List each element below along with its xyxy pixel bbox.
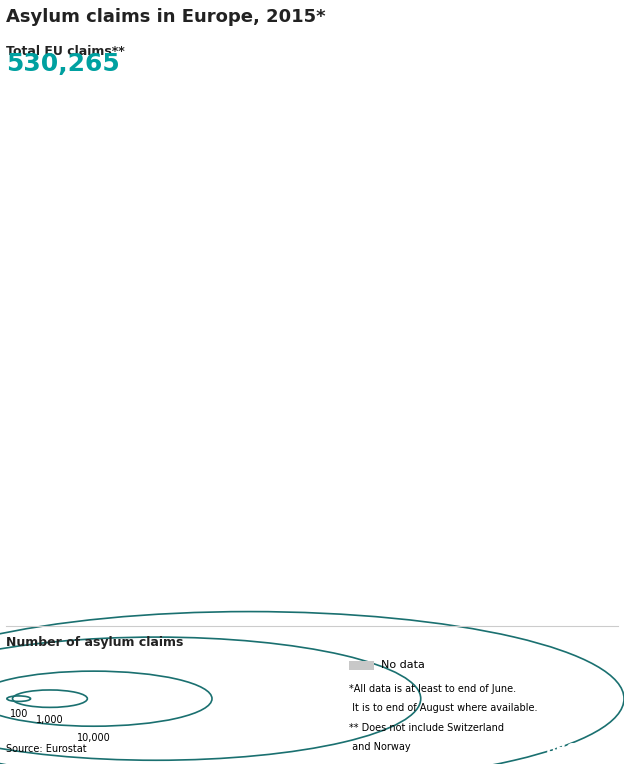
Text: Total EU claims**: Total EU claims** [6, 45, 125, 59]
Text: Source: Eurostat: Source: Eurostat [6, 743, 87, 754]
Text: 10,000: 10,000 [77, 733, 110, 743]
Text: It is to end of August where available.: It is to end of August where available. [349, 703, 538, 713]
Text: *All data is at least to end of June.: *All data is at least to end of June. [349, 685, 517, 694]
Text: Asylum claims in Europe, 2015*: Asylum claims in Europe, 2015* [6, 8, 326, 26]
Text: ** Does not include Switzerland: ** Does not include Switzerland [349, 724, 504, 733]
Text: 530,265: 530,265 [6, 53, 120, 76]
Bar [349, 661, 374, 669]
Text: Number of asylum claims: Number of asylum claims [6, 636, 183, 649]
Text: No data: No data [381, 660, 424, 670]
Text: 1,000: 1,000 [36, 714, 64, 724]
Text: and Norway: and Norway [349, 743, 411, 753]
Text: 100: 100 [9, 709, 28, 719]
Text: BBC: BBC [546, 742, 577, 756]
